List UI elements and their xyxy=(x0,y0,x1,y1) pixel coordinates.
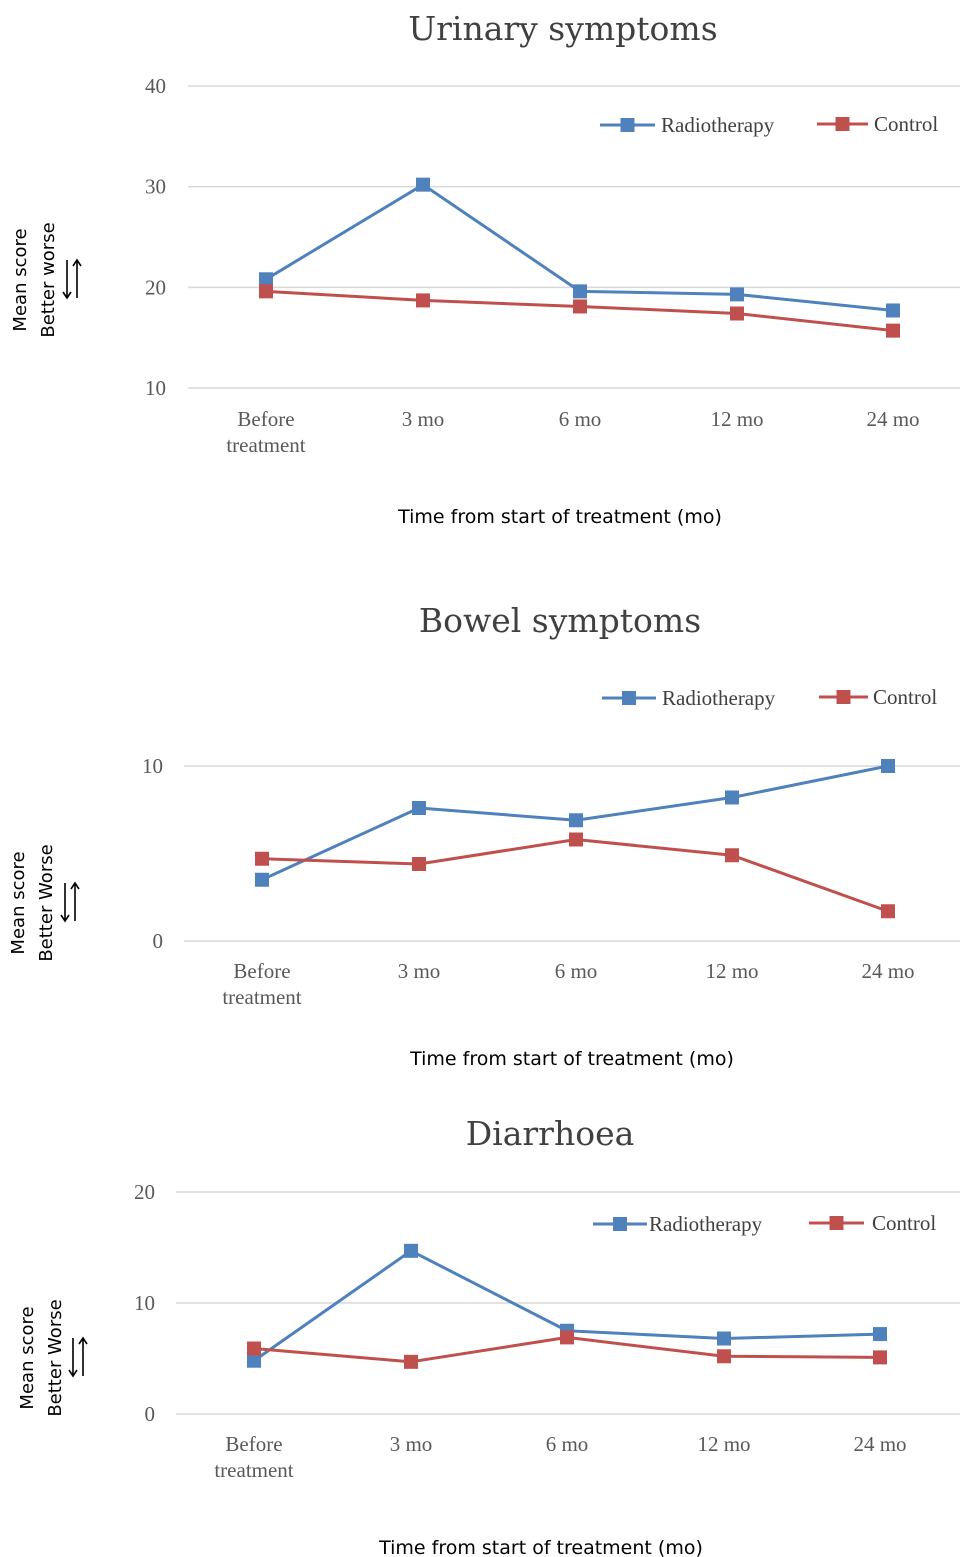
diarrhoea-legend-control: Control xyxy=(809,1211,936,1235)
bowel-x-axis-label: Time from start of treatment (mo) xyxy=(409,1048,734,1070)
diarrhoea-control-series-point xyxy=(560,1330,574,1345)
urinary-control-series-point xyxy=(416,293,430,308)
diarrhoea-legend-radiotherapy: Radiotherapy xyxy=(593,1212,763,1236)
urinary-legend-control: Control xyxy=(817,112,938,136)
urinary-legend-radiotherapy-label: Radiotherapy xyxy=(661,113,775,137)
diarrhoea-x-tick-label: 3 mo xyxy=(390,1432,433,1456)
bowel-control-series-point xyxy=(569,832,583,847)
diarrhoea-x-axis-label: Time from start of treatment (mo) xyxy=(378,1537,703,1557)
bowel-direction-arrows-icon xyxy=(60,881,80,923)
diarrhoea-y-tick-label: 0 xyxy=(145,1402,156,1426)
diarrhoea-x-tick-label: 12 mo xyxy=(697,1432,750,1456)
urinary-radiotherapy-series xyxy=(259,177,900,318)
bowel-radiotherapy-series-point xyxy=(725,790,739,805)
bowel-legend-control: Control xyxy=(819,685,937,709)
urinary-y-tick-label: 30 xyxy=(145,175,166,199)
diarrhoea-radiotherapy-series-point xyxy=(717,1331,731,1346)
urinary-direction-arrows-icon xyxy=(62,258,82,300)
bowel-y-axis-label: Mean score Better Worse xyxy=(8,844,57,961)
diarrhoea-control-series-point xyxy=(873,1350,887,1365)
diarrhoea-legend-control-label: Control xyxy=(872,1211,936,1235)
diarrhoea-radiotherapy-series-point xyxy=(873,1327,887,1342)
bowel-legend-control-label: Control xyxy=(873,685,937,709)
urinary-control-series xyxy=(259,284,900,338)
bowel-x-tick-label: Before treatment xyxy=(222,959,301,1009)
bowel-x-tick-label: 12 mo xyxy=(705,959,758,983)
diarrhoea-y-tick-label: 10 xyxy=(134,1291,155,1315)
bowel-legend-control-swatch-marker xyxy=(836,690,851,704)
bowel-chart-title: Bowel symptoms xyxy=(419,601,701,640)
diarrhoea-control-series xyxy=(247,1330,887,1369)
diarrhoea-x-tick-label: 24 mo xyxy=(853,1432,906,1456)
diarrhoea-legend-radiotherapy-label: Radiotherapy xyxy=(649,1212,763,1236)
urinary-radiotherapy-series-point xyxy=(259,272,273,287)
bowel-radiotherapy-series-point xyxy=(881,759,895,773)
bowel-chart: 0 10 Bowel symptoms Before treatment 3 mo 6 mo… xyxy=(8,601,960,1070)
diarrhoea-legend-control-swatch-marker xyxy=(829,1216,844,1230)
bowel-control-series-line xyxy=(261,838,889,913)
urinary-chart: 10 20 30 40 Urinary symptoms Before treatment 3… xyxy=(10,9,960,528)
diarrhoea-radiotherapy-series xyxy=(247,1243,887,1368)
bowel-control-series-point xyxy=(881,904,895,919)
diarrhoea-control-series-point xyxy=(717,1349,731,1364)
urinary-control-series-point xyxy=(259,284,273,299)
bowel-control-series-point xyxy=(725,848,739,863)
diarrhoea-direction-arrows-icon xyxy=(68,1336,88,1378)
bowel-control-series-point xyxy=(255,851,269,866)
diarrhoea-chart-title: Diarrhoea xyxy=(466,1114,635,1153)
bowel-y-tick-label: 0 xyxy=(153,929,164,953)
urinary-radiotherapy-series-point xyxy=(730,287,744,302)
urinary-x-axis-label: Time from start of treatment (mo) xyxy=(397,506,722,528)
urinary-x-tick-label: 3 mo xyxy=(402,407,445,431)
diarrhoea-chart: 0 10 20 Diarrhoea Before treatment 3 mo 6 mo 12 … xyxy=(17,1114,960,1557)
diarrhoea-radiotherapy-series-point xyxy=(247,1353,261,1368)
urinary-chart-title: Urinary symptoms xyxy=(408,9,717,48)
urinary-control-series-point xyxy=(573,299,587,314)
urinary-y-axis-label: Mean score Better worse xyxy=(10,222,59,337)
diarrhoea-control-series-point xyxy=(404,1354,418,1369)
bowel-legend-radiotherapy-swatch-marker xyxy=(622,691,636,705)
urinary-legend-radiotherapy: Radiotherapy xyxy=(600,113,775,137)
diarrhoea-y-axis-label: Mean score Better Worse xyxy=(17,1299,66,1416)
urinary-radiotherapy-series-point xyxy=(886,303,900,318)
urinary-control-series-point xyxy=(730,306,744,321)
urinary-y-tick-label: 10 xyxy=(145,376,166,400)
urinary-control-series-point xyxy=(886,323,900,338)
bowel-y-tick-label: 10 xyxy=(142,754,163,778)
bowel-legend-radiotherapy-label: Radiotherapy xyxy=(662,686,776,710)
urinary-x-tick-label: 12 mo xyxy=(710,407,763,431)
diarrhoea-y-tick-label: 20 xyxy=(134,1180,155,1204)
bowel-x-tick-label: 6 mo xyxy=(555,959,598,983)
bowel-radiotherapy-series-point xyxy=(255,872,269,887)
bowel-control-series xyxy=(255,832,895,919)
bowel-radiotherapy-series-point xyxy=(412,801,426,815)
urinary-legend-control-label: Control xyxy=(874,112,938,136)
bowel-x-tick-label: 24 mo xyxy=(861,959,914,983)
bowel-radiotherapy-series xyxy=(255,759,895,887)
bowel-control-series-point xyxy=(412,857,426,871)
bowel-x-tick-label: 3 mo xyxy=(398,959,441,983)
urinary-x-tick-label: 24 mo xyxy=(866,407,919,431)
urinary-x-tick-label: Before treatment xyxy=(226,407,305,457)
bowel-radiotherapy-series-point xyxy=(569,813,583,828)
diarrhoea-control-series-point xyxy=(247,1341,261,1356)
urinary-legend-radiotherapy-swatch-marker xyxy=(620,118,635,132)
diarrhoea-legend-radiotherapy-swatch-marker xyxy=(613,1217,627,1231)
urinary-y-tick-label: 40 xyxy=(145,74,166,98)
urinary-radiotherapy-series-point xyxy=(573,284,587,299)
diarrhoea-x-tick-label: Before treatment xyxy=(214,1432,293,1482)
urinary-legend-control-swatch-marker xyxy=(835,117,850,131)
urinary-x-tick-label: 6 mo xyxy=(559,407,602,431)
bowel-legend-radiotherapy: Radiotherapy xyxy=(602,686,776,710)
diarrhoea-radiotherapy-series-point xyxy=(404,1243,418,1258)
diarrhoea-x-tick-label: 6 mo xyxy=(546,1432,589,1456)
urinary-radiotherapy-series-point xyxy=(416,177,430,192)
urinary-y-tick-label: 20 xyxy=(145,275,166,299)
